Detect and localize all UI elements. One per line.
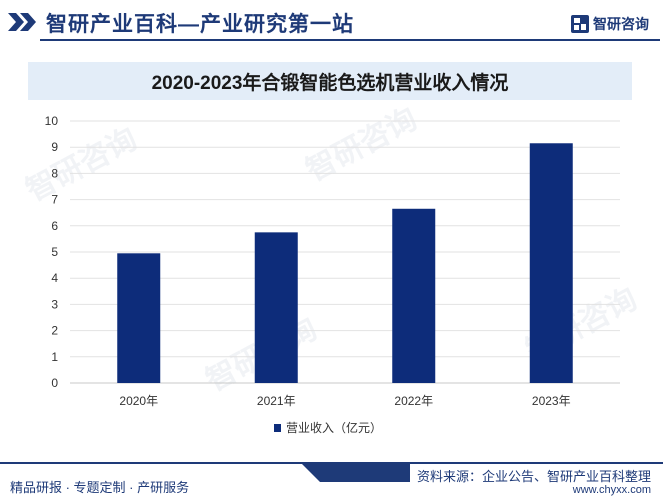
bar [117, 253, 161, 383]
x-tick-label: 2021年 [257, 394, 296, 408]
x-tick-label: 2022年 [394, 394, 433, 408]
page-footer: 精品研报 · 专题定制 · 产研服务 资料来源：企业公告、智研产业百科整理 ww… [0, 462, 663, 503]
y-tick-label: 7 [51, 193, 58, 207]
data-source: 资料来源：企业公告、智研产业百科整理 [416, 469, 651, 484]
page-header: 智研产业百科—产业研究第一站 智研咨询 [0, 0, 663, 44]
header-divider [40, 39, 660, 41]
y-tick-label: 6 [51, 219, 58, 233]
y-tick-label: 1 [51, 350, 58, 364]
y-tick-label: 5 [51, 245, 58, 259]
x-tick-label: 2020年 [119, 394, 158, 408]
legend-swatch [274, 424, 281, 432]
chart-title: 2020-2023年合锻智能色选机营业收入情况 [151, 72, 509, 94]
bar [529, 143, 573, 383]
chart-title-bar: 2020-2023年合锻智能色选机营业收入情况 [28, 62, 632, 100]
y-tick-label: 2 [51, 324, 58, 338]
y-tick-label: 3 [51, 297, 58, 311]
footer-wedge-icon [300, 462, 410, 482]
brand-logo: 智研咨询 [571, 14, 649, 34]
legend-label: 营业收入（亿元） [286, 420, 382, 435]
y-tick-label: 9 [51, 140, 58, 154]
y-tick-label: 0 [51, 376, 58, 390]
footer-services: 精品研报 · 专题定制 · 产研服务 [10, 480, 190, 495]
bar [254, 232, 298, 383]
brand-logo-text: 智研咨询 [593, 16, 649, 32]
page-title: 智研产业百科—产业研究第一站 [46, 13, 354, 36]
y-tick-label: 8 [51, 166, 58, 180]
bar [392, 208, 436, 383]
brand-logo-icon [571, 15, 589, 33]
x-tick-label: 2023年 [532, 394, 571, 408]
y-tick-label: 4 [51, 271, 58, 285]
footer-url: www.chyxx.com [572, 484, 651, 496]
chevron-marks-icon [8, 13, 36, 31]
y-tick-label: 10 [45, 114, 59, 128]
